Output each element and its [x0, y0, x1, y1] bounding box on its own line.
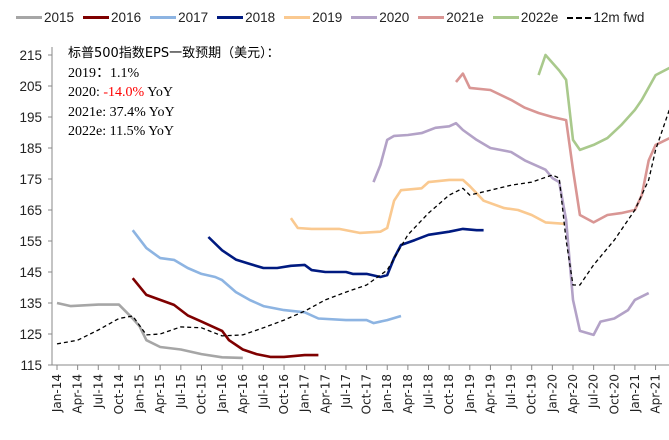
series-line-2015	[56, 301, 243, 360]
series-line-2016	[131, 277, 319, 359]
legend-item-2019: 2019	[284, 10, 342, 25]
legend-label: 2017	[178, 10, 209, 25]
y-tick-label: 145	[19, 265, 42, 280]
legend-label: 2021e	[446, 10, 484, 25]
y-tick-label: 165	[19, 203, 42, 218]
annotation-title: 标普500指数EPS一致预期（美元）：	[68, 46, 280, 61]
x-tick-label: Apr-14	[71, 374, 85, 414]
annotation-box: 标普500指数EPS一致预期（美元）： 2019：1.1% 2020: -14.…	[68, 44, 280, 142]
x-tick-label: Apr-21	[649, 374, 663, 414]
x-tick-label: Apr-16	[236, 374, 250, 414]
y-tick-label: 125	[19, 327, 42, 342]
x-tick-label: Jan-19	[463, 374, 477, 413]
legend-swatch	[418, 16, 445, 19]
x-tick-label: Jan-21	[628, 374, 642, 413]
series-line-2017	[131, 229, 402, 325]
x-tick-label: Apr-15	[153, 374, 167, 414]
x-tick-label: Jul-16	[256, 374, 270, 409]
legend-item-12m-fwd: 12m fwd	[567, 10, 644, 25]
y-tick-label: 185	[19, 141, 42, 156]
series-line-2022e	[537, 53, 669, 152]
legend-swatch	[217, 16, 244, 19]
legend-swatch	[567, 16, 592, 19]
x-tick-label: Apr-17	[318, 374, 332, 414]
annotation-2021e: 2021e: 37.4% YoY	[68, 104, 175, 120]
x-tick-label: Oct-17	[360, 374, 374, 414]
y-tick-label: 155	[19, 234, 42, 249]
x-tick-label: Oct-19	[525, 374, 539, 414]
legend-swatch	[83, 16, 110, 19]
x-tick-label: Jan-20	[545, 374, 559, 413]
y-tick-label: 175	[19, 172, 42, 187]
legend-item-2018: 2018	[217, 10, 275, 25]
annotation-2020: 2020: -14.0% YoY	[68, 83, 280, 103]
legend-label: 2018	[245, 10, 276, 25]
x-tick-label: Oct-20	[607, 374, 621, 414]
y-tick-label: 115	[20, 358, 42, 373]
x-tick-label: Oct-18	[442, 374, 456, 414]
legend: 2015 2016 2017 2018 2019 2020 2021e 2022…	[16, 10, 644, 25]
series-line-2018	[207, 227, 484, 279]
x-tick-label: Jul-18	[422, 374, 436, 409]
series-line-2021e	[454, 72, 669, 224]
legend-label: 2015	[44, 10, 75, 25]
x-tick-label: Jul-15	[174, 374, 188, 409]
y-tick-label: 135	[19, 296, 42, 311]
x-tick-label: Jul-14	[91, 374, 105, 409]
legend-swatch	[284, 16, 311, 19]
legend-item-2017: 2017	[150, 10, 208, 25]
legend-swatch	[150, 16, 177, 19]
series-line-2020	[372, 121, 650, 337]
series-line-12m-fwd	[56, 109, 669, 345]
annotation-2020-prefix: 2020:	[68, 85, 104, 100]
annotation-2019: 2019：1.1%	[68, 65, 140, 81]
x-tick-label: Oct-15	[194, 374, 208, 414]
legend-label: 2016	[111, 10, 142, 25]
y-tick-label: 215	[19, 48, 42, 63]
x-tick-label: Jan-17	[298, 374, 312, 413]
legend-label: 2022e	[520, 10, 559, 25]
legend-label: 2019	[312, 10, 343, 25]
x-tick-label: Apr-19	[483, 374, 497, 414]
legend-label: 12m fwd	[593, 10, 645, 25]
x-tick-label: Jan-18	[380, 374, 394, 413]
legend-item-2022e: 2022e	[492, 10, 559, 25]
legend-item-2021e: 2021e	[418, 10, 484, 25]
legend-item-2016: 2016	[83, 10, 141, 25]
legend-item-2015: 2015	[16, 10, 74, 25]
x-tick-label: Jul-19	[504, 374, 518, 409]
y-tick-label: 195	[19, 110, 42, 125]
annotation-2022e: 2022e: 11.5% YoY	[68, 124, 175, 139]
annotation-2020-value: -14.0%	[103, 85, 145, 100]
legend-swatch	[351, 16, 378, 19]
legend-item-2020: 2020	[351, 10, 409, 25]
legend-swatch	[492, 16, 519, 19]
x-tick-label: Oct-16	[277, 374, 291, 414]
y-tick-label: 205	[19, 79, 42, 94]
legend-label: 2020	[379, 10, 410, 25]
legend-swatch	[16, 16, 42, 19]
x-tick-label: Jan-15	[133, 374, 147, 413]
annotation-2020-suffix: YoY	[144, 85, 174, 100]
x-tick-label: Jan-16	[215, 374, 229, 413]
x-tick-label: Jan-14	[50, 374, 64, 413]
x-tick-label: Jul-17	[339, 374, 353, 409]
x-tick-label: Apr-18	[401, 374, 415, 414]
x-tick-label: Oct-14	[112, 374, 126, 414]
series-line-2019	[289, 178, 567, 235]
x-tick-label: Apr-20	[566, 374, 580, 414]
x-tick-label: Jul-20	[587, 374, 601, 409]
